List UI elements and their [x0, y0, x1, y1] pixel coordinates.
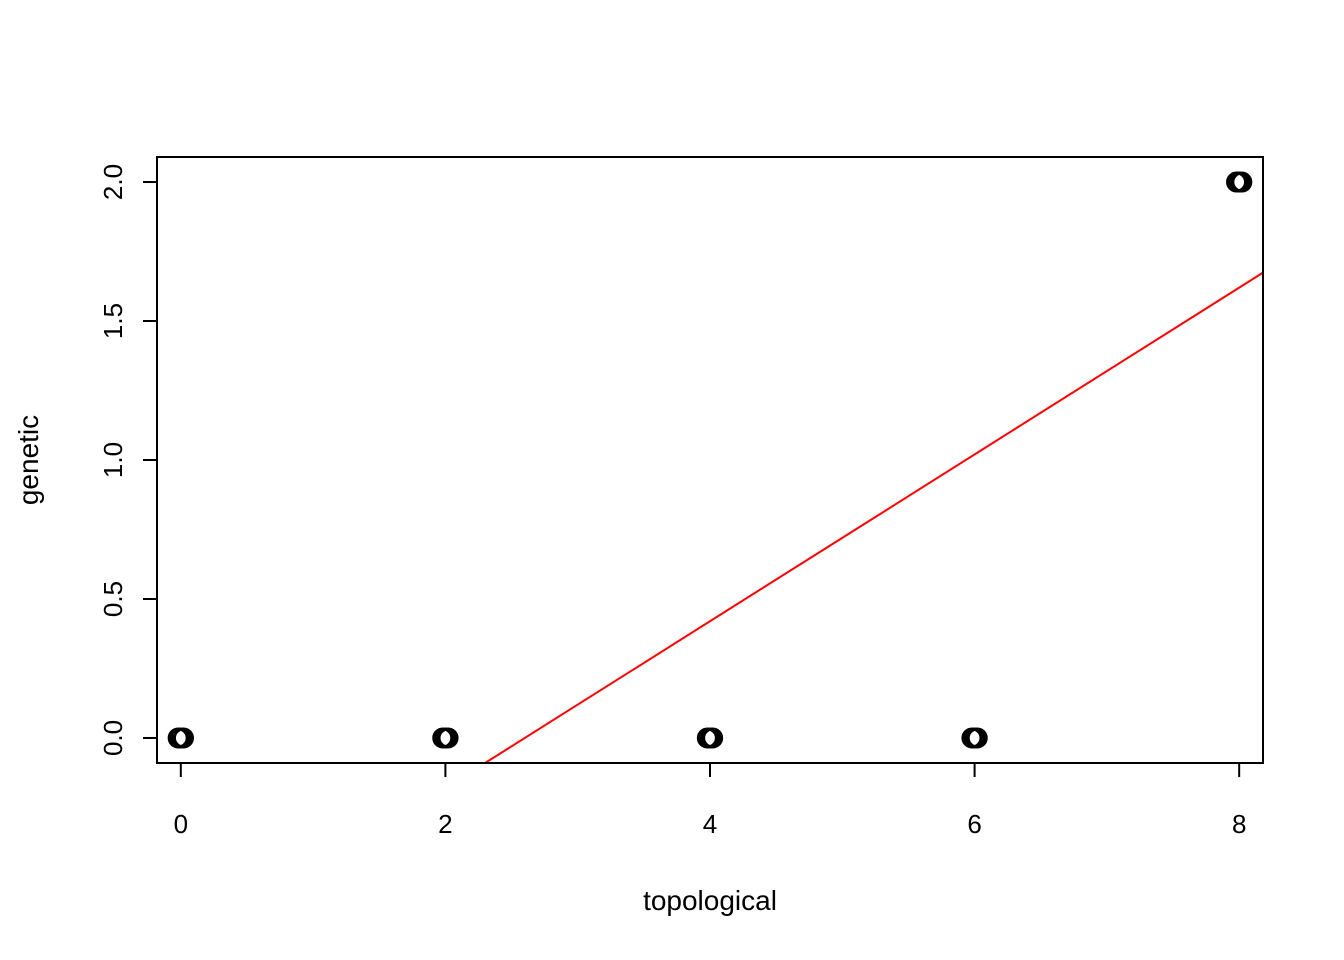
plot-frame	[156, 156, 1264, 764]
x-tick-label: 2	[438, 809, 452, 839]
points-layer	[167, 171, 1253, 749]
x-tick-label: 8	[1232, 809, 1246, 839]
x-tick-label: 4	[703, 809, 717, 839]
data-point	[961, 727, 983, 749]
regression-line-layer	[484, 271, 1264, 764]
x-tick-label: 0	[174, 809, 188, 839]
regression-line	[484, 271, 1264, 764]
y-tick-label: 2.0	[98, 164, 128, 200]
x-tick-label: 6	[967, 809, 981, 839]
y-tick-label: 0.5	[98, 581, 128, 617]
y-axis: 0.0 0.5 1.0 1.5 2.0	[98, 164, 158, 756]
y-tick-label: 1.0	[98, 442, 128, 478]
x-axis-title: topological	[643, 885, 777, 916]
y-tick-label: 1.5	[98, 303, 128, 339]
data-point	[167, 727, 189, 749]
data-point	[1226, 171, 1248, 193]
data-point	[696, 727, 718, 749]
y-tick-label: 0.0	[98, 720, 128, 756]
y-axis-title: genetic	[13, 415, 44, 505]
data-point	[432, 727, 454, 749]
x-axis: 0 2 4 6 8	[174, 762, 1246, 839]
